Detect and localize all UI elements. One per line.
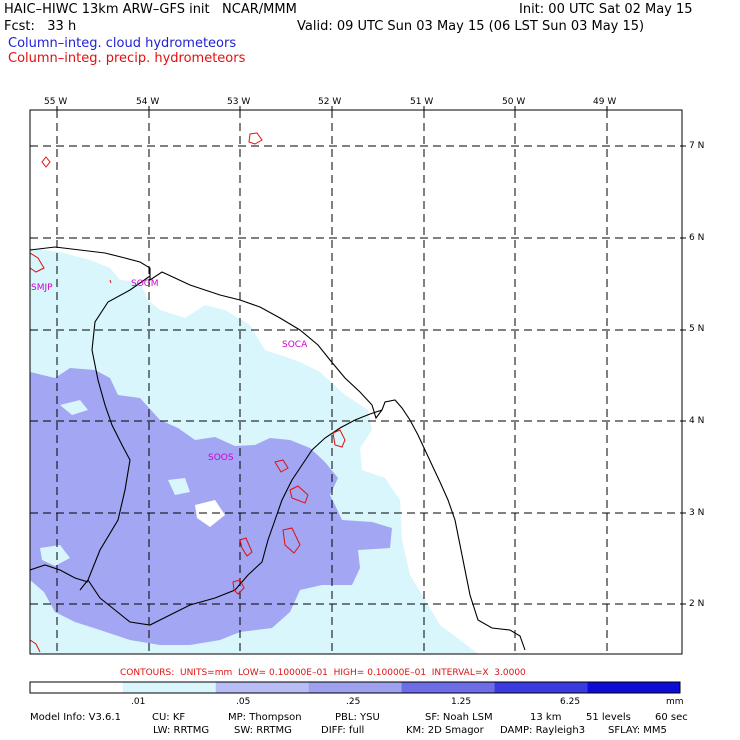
colorbar-frame [29,681,681,694]
shade-gap [60,400,88,415]
lon-label: 49 W [593,97,617,107]
footer-sf: SF: Noah LSM [425,712,493,723]
lat-lon-grid [30,106,686,654]
lat-label: 4 N [689,416,705,426]
model-title: HAIC–HIWC 13km ARW–GFS init NCAR/MMM [4,2,297,17]
lon-label: 54 W [136,97,160,107]
station-label: SOOS [208,453,234,463]
precip-contour [332,429,346,448]
colorbar-segment [30,682,123,693]
footer-sflay: SFLAY: MM5 [608,725,667,736]
border-south [30,564,89,583]
field-precip-label: Column–integ. precip. hydrometeors [8,51,246,66]
precip-contours [29,132,346,653]
station-label: SOGM [131,279,159,289]
precip-contour [282,527,301,554]
footer-lw: LW: RRTMG [153,725,210,736]
colorbar-segment [587,682,680,693]
station-label: SMJP [31,283,53,293]
shade-gap [195,500,225,527]
footer-cu: CU: KF [152,712,186,723]
colorbar-label: 6.25 [560,697,581,707]
shade-light-region [30,620,40,640]
field-cloud-label: Column–integ. cloud hydrometeors [8,36,237,51]
shade-gap [168,478,190,495]
shade-light-patch [195,318,245,388]
border-suriname-fr-guiana [79,275,151,591]
colorbar-label: .01 [131,697,146,707]
shade-gap [40,545,70,566]
coastline [30,246,526,651]
lon-label: 55 W [44,97,68,107]
valid-time: Valid: 09 UTC Sun 03 May 15 (06 LST Sun … [297,19,645,34]
footer-levels: 51 levels [586,712,631,723]
footer-pbl: PBL: YSU [335,712,380,723]
footer-damp: DAMP: Rayleigh3 [500,725,586,736]
colorbar-label: .25 [346,697,361,707]
map-frame [29,109,683,655]
precip-contour [274,459,289,473]
lat-label: 6 N [689,233,705,243]
colorbar [29,681,681,694]
lon-label: 50 W [502,97,526,107]
colorbar-segment [401,682,495,693]
colorbar-segment [122,682,216,693]
precip-contour [41,156,51,168]
station-label: SOCA [282,340,308,350]
lat-label: 3 N [689,508,705,518]
shading-layer [30,248,478,654]
colorbar-label: .05 [236,697,251,707]
colorbar-unit: mm [666,697,684,707]
lat-label: 7 N [689,141,705,151]
shade-light-patch [30,255,90,308]
contour-info: CONTOURS: UNITS=mm LOW= 0.10000E–01 HIGH… [120,668,526,678]
precip-contour [232,579,245,595]
lon-label: 53 W [227,97,251,107]
footer-km: KM: 2D Smagor [406,725,484,736]
forecast-hour: Fcst: 33 h [4,19,77,34]
footer-model-info: Model Info: V3.6.1 [30,712,121,723]
precip-contour [109,279,112,284]
precip-contour [248,132,263,145]
precip-contour [239,537,253,557]
precip-contour [29,252,45,273]
lat-label: 5 N [689,324,705,334]
colorbar-segment [494,682,588,693]
lon-label: 52 W [318,97,342,107]
footer-mp: MP: Thompson [228,712,302,723]
lon-label: 51 W [410,97,434,107]
colorbar-segment [308,682,402,693]
footer-res: 13 km [530,712,562,723]
precip-contour [29,639,41,653]
footer-timestep: 60 sec [655,712,688,723]
precip-contour [289,485,309,504]
lat-label: 2 N [689,599,705,609]
footer-diff: DIFF: full [321,725,365,736]
colorbar-segment [215,682,309,693]
init-time: Init: 00 UTC Sat 02 May 15 [519,2,693,17]
footer-sw: SW: RRTMG [234,725,292,736]
colorbar-label: 1.25 [451,697,472,707]
